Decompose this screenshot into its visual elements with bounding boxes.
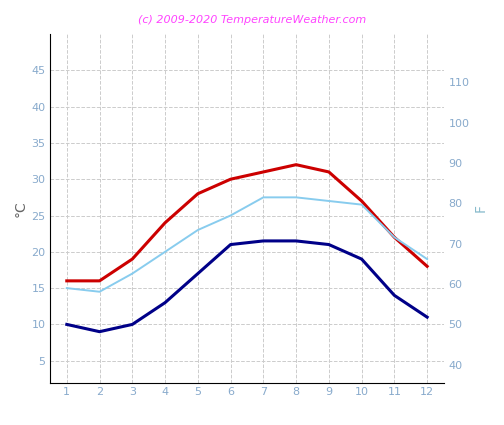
Y-axis label: F: F [474,204,487,212]
Text: (c) 2009-2020 TemperatureWeather.com: (c) 2009-2020 TemperatureWeather.com [138,15,366,25]
Y-axis label: °C: °C [13,200,27,217]
